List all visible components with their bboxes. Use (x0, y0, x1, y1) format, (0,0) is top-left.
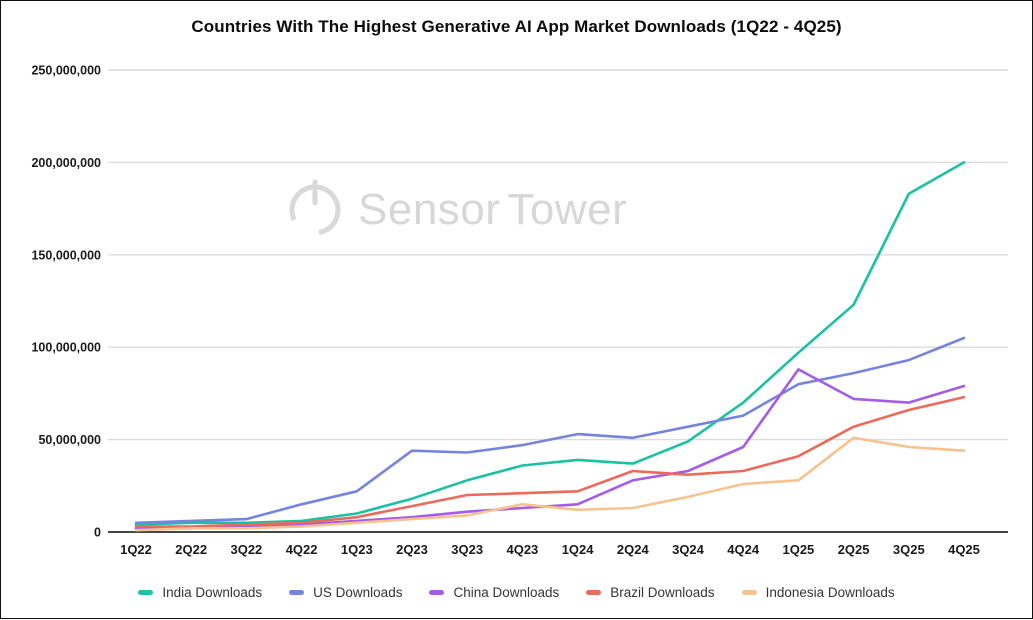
legend-swatch-icon (586, 590, 602, 595)
x-axis-tick-label: 4Q24 (727, 542, 760, 557)
x-axis-tick-label: 2Q24 (617, 542, 650, 557)
x-axis-tick-label: 1Q25 (782, 542, 814, 557)
legend-label: India Downloads (162, 585, 263, 600)
x-axis-tick-label: 3Q25 (893, 542, 925, 557)
x-axis-tick-label: 1Q23 (341, 542, 373, 557)
legend-label: China Downloads (453, 585, 560, 600)
series-line-us-downloads (134, 336, 966, 525)
watermark-text: Sensor Tower (358, 185, 628, 234)
legend-swatch-icon (741, 590, 757, 595)
y-axis-tick-label: 100,000,000 (31, 341, 101, 355)
chart-legend: India Downloads US Downloads China Downloa… (1, 585, 1032, 600)
x-axis-tick-label: 3Q22 (230, 542, 262, 557)
legend-item-china-downloads: China Downloads (429, 585, 559, 600)
legend-item-indonesia-downloads: Indonesia Downloads (741, 585, 895, 600)
x-axis-tick-label: 4Q23 (506, 542, 538, 557)
legend-label: US Downloads (313, 585, 403, 600)
series-line-india-downloads (134, 161, 966, 526)
x-axis-tick-label: 1Q24 (562, 542, 595, 557)
x-axis-tick-label: 2Q25 (838, 542, 870, 557)
legend-item-us-downloads: US Downloads (289, 585, 402, 600)
legend-swatch-icon (138, 590, 154, 595)
legend-item-india-downloads: India Downloads (138, 585, 262, 600)
legend-swatch-icon (429, 590, 445, 595)
y-axis-tick-label: 200,000,000 (31, 156, 101, 170)
x-axis-tick-label: 3Q24 (672, 542, 705, 557)
legend-swatch-icon (289, 590, 305, 595)
x-axis-tick-label: 2Q22 (175, 542, 207, 557)
y-axis-tick-label: 0 (94, 526, 101, 540)
x-axis-tick-label: 1Q22 (120, 542, 152, 557)
sensor-tower-watermark: Sensor Tower (286, 179, 627, 241)
y-axis-tick-label: 250,000,000 (31, 64, 101, 78)
y-axis-tick-label: 150,000,000 (31, 248, 101, 262)
x-axis-tick-label: 4Q25 (948, 542, 980, 557)
x-axis-tick-label: 2Q23 (396, 542, 428, 557)
x-axis-tick-label: 3Q23 (451, 542, 483, 557)
x-axis-tick-label: 4Q22 (286, 542, 318, 557)
legend-label: Brazil Downloads (610, 585, 715, 600)
legend-item-brazil-downloads: Brazil Downloads (586, 585, 715, 600)
series-line-brazil-downloads (134, 395, 966, 528)
y-axis-tick-label: 50,000,000 (38, 433, 101, 447)
sensor-tower-logo-icon (286, 179, 344, 242)
chart-title: Countries With The Highest Generative AI… (191, 17, 842, 36)
legend-label: Indonesia Downloads (765, 585, 895, 600)
series-line-indonesia-downloads (134, 436, 966, 532)
